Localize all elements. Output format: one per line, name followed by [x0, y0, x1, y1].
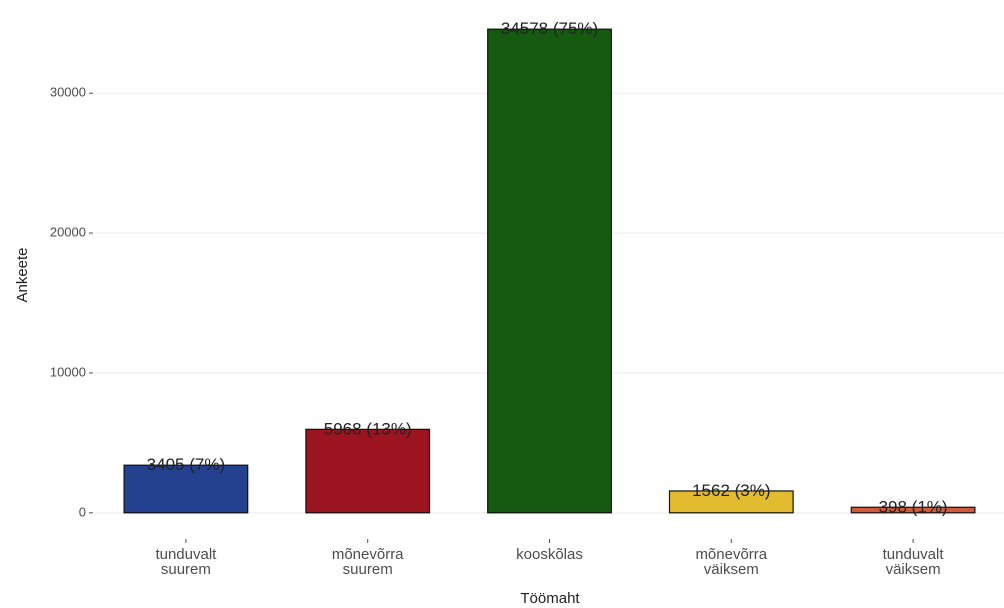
bar: [305, 428, 431, 514]
x-axis-title: Töömaht: [520, 590, 580, 607]
value-label: 34578 (75%): [501, 19, 598, 38]
y-tick-label: 10000: [50, 364, 86, 379]
y-axis-title: Ankeete: [14, 247, 31, 302]
x-tick-label: tunduvalt suurem: [155, 546, 217, 578]
bar: [668, 490, 794, 514]
x-tick-label: mõnevõrra väiksem: [695, 546, 768, 578]
bar: [487, 28, 612, 514]
y-tick-label: 20000: [50, 225, 86, 240]
x-tick-label: mõnevõrra suurem: [331, 546, 404, 578]
y-tick-label: 30000: [50, 85, 86, 100]
value-label: 398 (1%): [879, 497, 948, 516]
bar: [850, 506, 976, 514]
x-tick-label: kooskõlas: [516, 546, 583, 563]
value-label: 3405 (7%): [147, 455, 225, 474]
value-label: 1562 (3%): [692, 481, 770, 500]
bar: [123, 464, 249, 514]
y-tick-label: 0: [79, 504, 86, 519]
value-label: 5968 (13%): [324, 419, 412, 438]
x-tick-label: tunduvalt väiksem: [882, 546, 944, 578]
